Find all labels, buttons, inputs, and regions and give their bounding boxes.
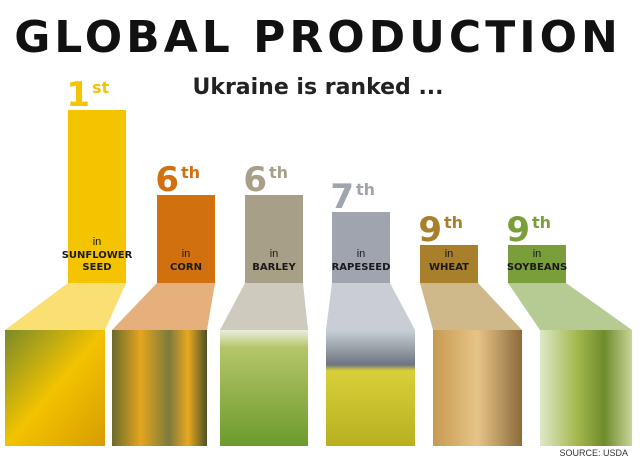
rank-number: 9: [506, 210, 530, 250]
label-prefix: in: [445, 248, 454, 260]
crop-name: WHEAT: [429, 262, 469, 273]
bar: [508, 245, 566, 283]
crop-photo: [220, 330, 308, 446]
bar: [68, 110, 126, 283]
crop-column: 6 th in CORN: [112, 160, 215, 446]
crop-name: SUNFLOWER: [62, 250, 133, 261]
title: GLOBAL PRODUCTION: [14, 12, 622, 63]
rank-number: 6: [155, 160, 179, 200]
rank-number: 1: [66, 75, 90, 115]
perspective-band: [508, 283, 632, 330]
bar: [245, 195, 303, 283]
crop-photo: [540, 330, 632, 446]
crop-column: 6 th in BARLEY: [220, 160, 308, 446]
crop-name: BARLEY: [252, 262, 296, 273]
crop-column: 9 th in WHEAT: [418, 210, 522, 446]
perspective-band: [220, 283, 308, 330]
crop-name: CORN: [170, 262, 202, 273]
label-prefix: in: [357, 248, 366, 260]
rank-suffix: th: [444, 213, 463, 232]
crop-column: 9 th in SOYBEANS: [506, 210, 632, 446]
rank-number: 6: [243, 160, 267, 200]
source: SOURCE: USDA: [559, 448, 628, 458]
crop-name: SEED: [82, 262, 111, 273]
crop-photo: [5, 330, 105, 446]
label-prefix: in: [270, 248, 279, 260]
crop-column: 7 th in RAPESEED: [326, 177, 415, 446]
perspective-band: [326, 283, 415, 330]
label-prefix: in: [93, 236, 102, 248]
label-prefix: in: [182, 248, 191, 260]
bar: [420, 245, 478, 283]
label-prefix: in: [533, 248, 542, 260]
rank-suffix: th: [356, 180, 375, 199]
rank-suffix: th: [269, 163, 288, 182]
rank-suffix: st: [92, 78, 110, 97]
bar: [332, 212, 390, 283]
perspective-band: [420, 283, 522, 330]
rank-number: 9: [418, 210, 442, 250]
crop-name: SOYBEANS: [507, 262, 567, 273]
crop-photo: [433, 330, 522, 446]
crop-photo: [112, 330, 207, 446]
crop-name: RAPESEED: [332, 262, 391, 273]
rank-suffix: th: [181, 163, 200, 182]
crop-photo: [326, 330, 415, 446]
rank-suffix: th: [532, 213, 551, 232]
perspective-band: [5, 283, 126, 330]
rank-number: 7: [330, 177, 354, 217]
perspective-band: [112, 283, 215, 330]
bar: [157, 195, 215, 283]
subtitle: Ukraine is ranked ...: [192, 75, 443, 100]
